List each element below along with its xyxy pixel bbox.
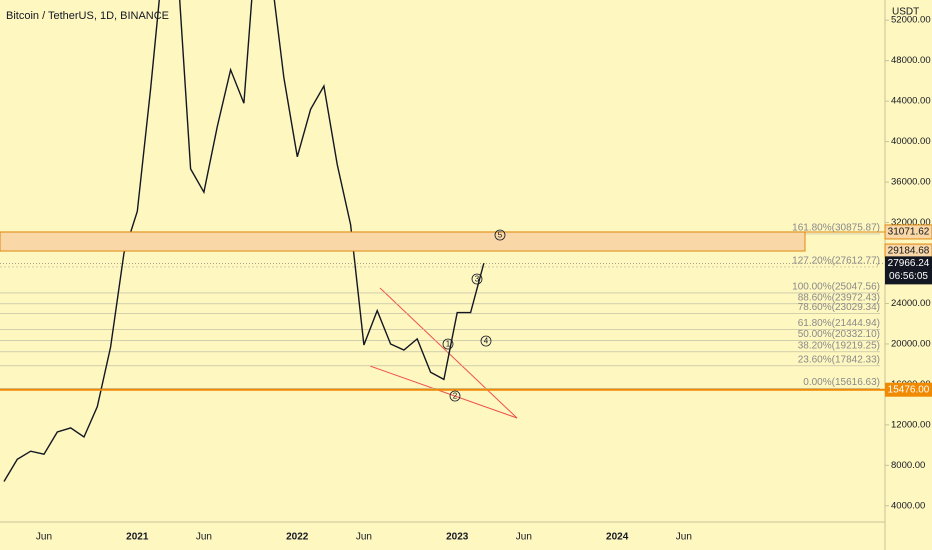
currency: USDT [892, 7, 919, 18]
price-box [884, 224, 932, 240]
wave-label: 4 [484, 337, 489, 346]
plot [0, 0, 880, 482]
wave-label: 3 [475, 275, 480, 284]
wave-label: 2 [453, 392, 458, 401]
fib-label: 61.80%(21444.94) [798, 318, 880, 329]
price-line [3, 0, 485, 482]
price-label: 29184.68 [888, 246, 930, 257]
x-tick-label: Jun [196, 532, 212, 543]
resistance-zone [0, 231, 806, 252]
y-tick-label: 20000.00 [891, 338, 931, 349]
last-price-label: 27966.24 [888, 258, 930, 269]
price-label: 15476.00 [888, 384, 930, 395]
fib-label: 78.60%(23029.34) [798, 302, 880, 313]
y-tick-label: 12000.00 [891, 419, 931, 430]
y-tick-label: 48000.00 [891, 55, 931, 66]
price-box [885, 382, 932, 397]
y-tick-label: 40000.00 [891, 136, 931, 147]
wave-label: 5 [498, 231, 503, 240]
wave-circle [449, 390, 461, 402]
fib-label: 38.20%(19219.25) [798, 340, 880, 351]
fib-label: 127.20%(27612.77) [792, 256, 880, 267]
fib-label: 100.00%(25047.56) [792, 282, 880, 293]
wave-circle [480, 335, 492, 347]
x-tick-label: 2021 [126, 532, 149, 543]
fib-label: 88.60%(23972.43) [798, 292, 880, 303]
x-tick-label: Jun [36, 532, 52, 543]
wave-circle [442, 338, 454, 350]
last-price-box [885, 256, 932, 285]
y-tick-label: 52000.00 [891, 15, 931, 26]
y-tick-label: 32000.00 [891, 217, 931, 228]
x-tick-label: Jun [676, 532, 692, 543]
price-label: 31071.62 [888, 227, 930, 238]
fib-label: 0.00%(15616.63) [803, 377, 880, 388]
y-tick-label: 44000.00 [891, 96, 931, 107]
x-tick-label: 2024 [606, 532, 629, 543]
wave-label: 1 [446, 340, 451, 349]
x-tick-label: 2023 [446, 532, 469, 543]
y-tick-label: 36000.00 [891, 177, 931, 188]
fib-label: 50.00%(20332.10) [798, 329, 880, 340]
y-tick-label: 8000.00 [891, 460, 925, 471]
fib-label: 161.80%(30875.87) [792, 223, 880, 234]
wave-circle [471, 273, 483, 285]
y-tick-label: 24000.00 [891, 298, 931, 309]
x-tick-label: 2022 [286, 532, 309, 543]
y-tick-label: 4000.00 [891, 500, 925, 511]
countdown: 06:56:05 [889, 271, 928, 282]
x-tick-label: Jun [516, 532, 532, 543]
wedge-line [369, 365, 518, 419]
x-tick-label: Jun [356, 532, 372, 543]
chart-title: Bitcoin / TetherUS, 1D, BINANCE [6, 10, 169, 22]
wave-circle [494, 229, 506, 241]
fib-label: 23.60%(17842.33) [798, 354, 880, 365]
